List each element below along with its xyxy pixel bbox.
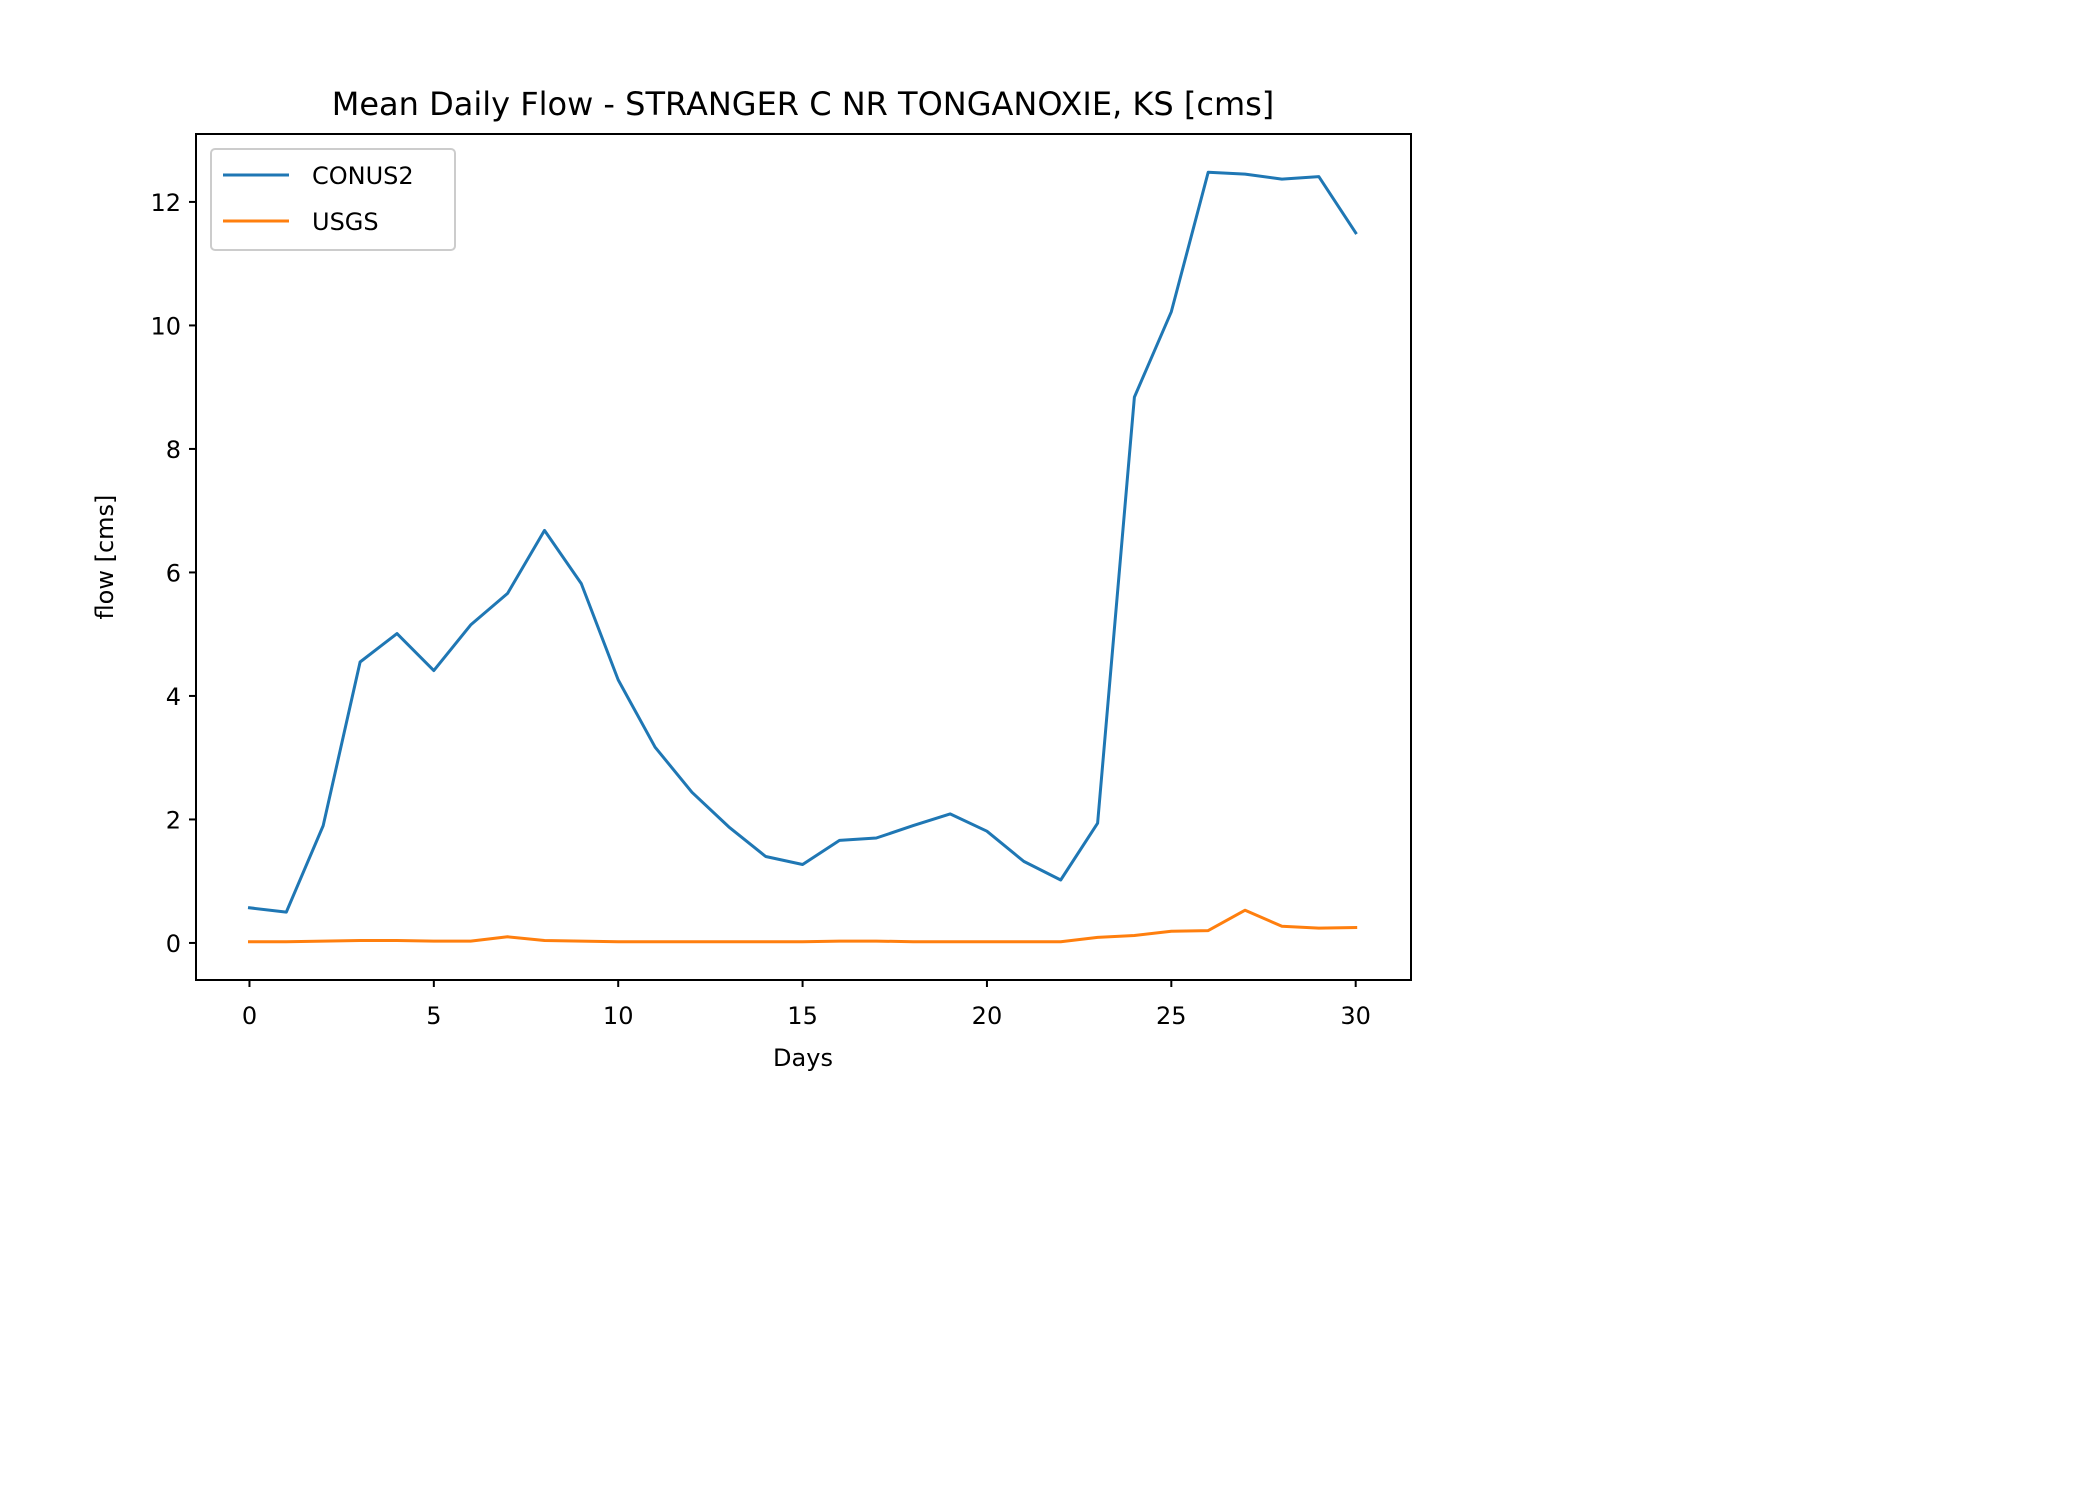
legend-label: USGS xyxy=(312,208,379,236)
x-axis: 0 5 10 15 20 25 30 xyxy=(242,980,1371,1030)
series-usgs xyxy=(248,908,1358,944)
legend: CONUS2 USGS xyxy=(210,148,456,251)
x-tick-label: 10 xyxy=(603,1002,634,1030)
plot-background xyxy=(196,134,1411,980)
y-tick-label: 2 xyxy=(166,806,181,834)
y-tick-label: 0 xyxy=(166,930,181,958)
series-layer xyxy=(247,170,1358,944)
series-conus2 xyxy=(247,170,1358,914)
x-tick-label: 20 xyxy=(972,1002,1003,1030)
y-tick-label: 12 xyxy=(150,189,181,217)
y-tick-label: 4 xyxy=(166,683,181,711)
y-axis: 0 2 4 6 8 10 12 xyxy=(150,189,196,958)
chart-title: Mean Daily Flow - STRANGER C NR TONGANOX… xyxy=(332,85,1275,123)
x-tick-label: 0 xyxy=(242,1002,257,1030)
y-tick-label: 10 xyxy=(150,312,181,340)
legend-item-conus2: CONUS2 xyxy=(223,162,414,190)
legend-item-usgs: USGS xyxy=(223,208,379,236)
y-tick-label: 6 xyxy=(166,559,181,587)
x-tick-label: 25 xyxy=(1156,1002,1187,1030)
x-tick-label: 30 xyxy=(1340,1002,1371,1030)
legend-label: CONUS2 xyxy=(312,162,414,190)
x-axis-label: Days xyxy=(773,1044,833,1072)
x-tick-label: 5 xyxy=(426,1002,441,1030)
y-tick-label: 8 xyxy=(166,436,181,464)
y-axis-label: flow [cms] xyxy=(91,495,119,620)
x-tick-label: 15 xyxy=(787,1002,818,1030)
line-chart: Mean Daily Flow - STRANGER C NR TONGANOX… xyxy=(91,85,1412,1072)
plot-area xyxy=(196,134,1411,980)
